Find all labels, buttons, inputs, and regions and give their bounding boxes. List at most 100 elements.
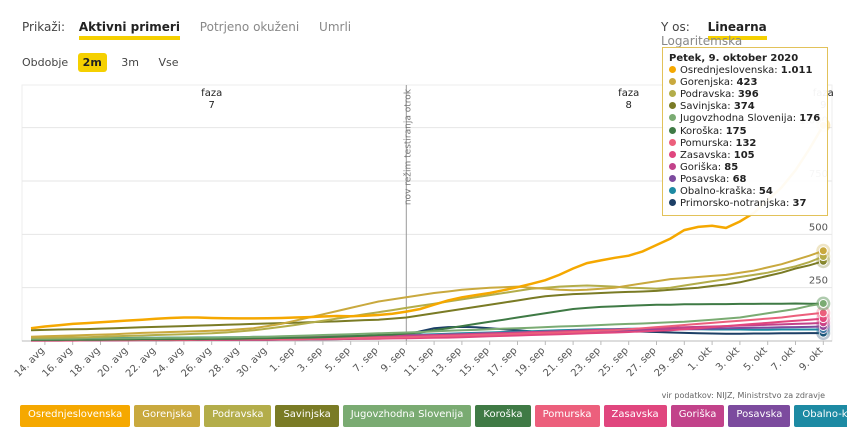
phase-label: faza <box>201 88 222 99</box>
source: vir podatkov: NIJZ, Ministrstvo za zdrav… <box>661 391 825 400</box>
legend-item[interactable]: Koroška <box>475 405 531 427</box>
label: Obdobje <box>22 56 69 69</box>
tab[interactable]: Potrjeno okuženi <box>199 20 300 34</box>
tooltip-dot <box>669 199 676 207</box>
period[interactable]: Vse <box>158 56 179 69</box>
series-line <box>31 302 824 340</box>
tooltip-dot <box>669 174 676 182</box>
x-tick-label: 13. sep <box>430 345 464 379</box>
period[interactable]: 2m <box>77 53 107 72</box>
tooltip-row: Jugovzhodna Slovenija: 176 <box>669 113 821 125</box>
yaxis-controls: Y os: Linearna Logaritemska <box>661 20 847 48</box>
phase-number: 7 <box>209 100 215 111</box>
tooltip-value: 1.011 <box>780 65 813 77</box>
tab[interactable]: Umrli <box>319 20 352 34</box>
tooltip-row: Gorenjska: 423 <box>669 77 821 89</box>
end-marker <box>818 246 828 256</box>
tooltip: Petek, 9. oktober 2020 Osrednjeslovenska:… <box>662 47 828 217</box>
x-tick-label: 23. sep <box>569 345 603 379</box>
legend-item[interactable]: Savinjska <box>275 405 339 427</box>
tooltip-dot <box>669 126 676 134</box>
tooltip-name: Goriška <box>680 161 718 173</box>
tooltip-dot <box>669 66 676 74</box>
tooltip-row: Osrednjeslovenska: 1.011 <box>669 65 821 77</box>
x-tick-label: 5. sep <box>324 345 353 374</box>
tooltip-dot <box>669 90 676 98</box>
tooltip-name: Primorsko-notranjska <box>680 198 786 210</box>
series-line <box>30 249 824 338</box>
label: Y os: <box>661 20 690 34</box>
x-tick-label: 3. okt <box>714 345 742 373</box>
x-tick-label: 19. sep <box>514 345 548 379</box>
tooltip-row: Zasavska: 105 <box>669 150 821 162</box>
legend-item[interactable]: Jugovzhodna Slovenija <box>342 405 472 427</box>
tooltip-dot <box>669 102 676 110</box>
tooltip-value: 175 <box>725 125 747 137</box>
tooltip-dot <box>669 150 676 158</box>
period[interactable]: 3m <box>121 56 140 69</box>
tooltip-value: 423 <box>736 77 758 89</box>
x-tick-label: 5. okt <box>742 345 770 373</box>
legend-item[interactable]: Posavska <box>728 405 791 427</box>
tooltip-name: Podravska <box>680 89 732 101</box>
tooltip-name: Jugovzhodna Slovenija <box>680 113 793 125</box>
tooltip-value: 374 <box>733 101 755 113</box>
tooltip-value: 68 <box>732 173 747 185</box>
tooltip-row: Goriška: 85 <box>669 162 821 174</box>
tooltip-row: Podravska: 396 <box>669 89 821 101</box>
x-tick-label: 21. sep <box>541 345 575 379</box>
tab[interactable]: Linearna <box>707 20 767 40</box>
x-tick-label: 15. sep <box>458 345 492 379</box>
phase-label: faza <box>618 88 639 99</box>
tooltip-dot <box>669 78 676 86</box>
y-tick-label: 250 <box>809 276 828 287</box>
phase-number: 8 <box>626 100 632 111</box>
series-line <box>30 260 824 332</box>
y-tick-label: 500 <box>809 222 828 233</box>
legend-item[interactable]: Podravska <box>204 405 272 427</box>
legend-item[interactable]: Gorenjska <box>134 405 201 427</box>
x-tick-label: 29. sep <box>653 345 687 379</box>
tooltip-row: Koroška: 175 <box>669 126 821 138</box>
legend-item[interactable]: Pomurska <box>534 405 600 427</box>
x-tick-label: 25. sep <box>597 345 631 379</box>
legend-item[interactable]: Goriška <box>670 405 725 427</box>
x-tick-label: 11. sep <box>402 345 436 379</box>
tooltip-value: 37 <box>792 198 807 210</box>
tooltip-row: Primorsko-notranjska: 37 <box>669 198 821 210</box>
legend-item[interactable]: Osrednjeslovenska <box>20 405 131 427</box>
tooltip-name: Osrednjeslovenska <box>680 65 775 77</box>
x-tick-label: 30. avg <box>235 345 269 379</box>
tooltip-name: Savinjska <box>680 101 728 113</box>
tooltip-name: Koroška <box>680 125 720 137</box>
x-tick-label: 17. sep <box>486 345 520 379</box>
tooltip-title: Petek, 9. oktober 2020 <box>669 53 799 64</box>
show-controls: Prikaži: Aktivni primeri Potrjeno okužen… <box>22 20 367 40</box>
tooltip-value: 85 <box>724 161 739 173</box>
tooltip-dot <box>669 187 676 195</box>
x-tick-label: 7. okt <box>770 345 798 373</box>
tooltip-value: 176 <box>799 113 821 125</box>
x-tick-label: 3. sep <box>296 345 325 374</box>
label: Prikaži: <box>22 20 66 34</box>
series-line <box>31 255 824 339</box>
x-tick-label: 1. sep <box>268 345 297 374</box>
tooltip-dot <box>669 138 676 146</box>
x-tick-label: 9. okt <box>797 345 825 373</box>
tooltip-name: Zasavska <box>680 149 728 161</box>
tooltip-name: Obalno-kraška <box>680 186 753 198</box>
legend-item[interactable]: Zasavska <box>603 405 667 427</box>
tab[interactable]: Aktivni primeri <box>78 20 180 40</box>
legend-item[interactable]: Obalno-kraška <box>794 405 847 427</box>
tooltip-row: Savinjska: 374 <box>669 101 821 113</box>
tooltip-dot <box>669 114 676 122</box>
tooltip-row: Posavska: 68 <box>669 174 821 186</box>
tooltip-name: Gorenjska <box>680 77 730 89</box>
x-tick-label: 27. sep <box>625 345 659 379</box>
tab[interactable]: Logaritemska <box>661 34 743 48</box>
tooltip-row: Pomurska: 132 <box>669 138 821 150</box>
x-tick-label: 1. okt <box>686 345 714 373</box>
end-marker <box>818 298 828 308</box>
